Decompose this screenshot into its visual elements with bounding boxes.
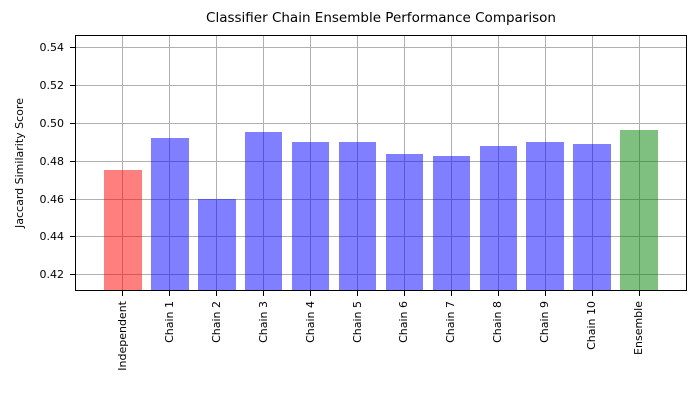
gridline-vertical [216, 36, 218, 290]
y-tick-label: 0.48 [39, 154, 65, 168]
bar-chain-3 [244, 132, 283, 290]
x-tick-mark [450, 291, 452, 296]
bar-independent [104, 169, 142, 290]
x-tick-label-ensemble: Ensemble [632, 301, 646, 355]
bar-chain-7 [432, 155, 471, 290]
x-tick-label-chain-3: Chain 3 [256, 301, 270, 343]
x-tick-mark [638, 291, 640, 296]
x-tick-label-chain-10: Chain 10 [585, 301, 599, 350]
bar-chain-4 [291, 141, 330, 290]
y-tick-mark [70, 198, 75, 200]
y-tick-mark [70, 46, 75, 48]
x-tick-mark [357, 291, 359, 296]
gridline-horizontal [76, 160, 686, 162]
x-tick-label-chain-7: Chain 7 [444, 301, 458, 343]
x-tick-mark [216, 291, 218, 296]
gridline-horizontal [76, 198, 686, 200]
x-tick-label-chain-9: Chain 9 [538, 301, 552, 343]
x-tick-mark [169, 291, 171, 296]
bar-chain-10 [573, 144, 611, 290]
gridline-horizontal [76, 122, 686, 124]
y-tick-label: 0.50 [39, 116, 65, 130]
x-tick-label-chain-2: Chain 2 [209, 301, 223, 343]
gridline-horizontal [76, 274, 686, 276]
x-tick-label-chain-5: Chain 5 [350, 301, 364, 343]
gridline-horizontal [76, 236, 686, 238]
y-tick-label: 0.42 [39, 268, 65, 282]
bar-chain-9 [526, 141, 564, 290]
x-tick-mark [497, 291, 499, 296]
y-tick-label: 0.44 [39, 230, 65, 244]
x-tick-mark [403, 291, 405, 296]
y-tick-mark [70, 122, 75, 124]
x-tick-mark [263, 291, 265, 296]
x-tick-mark [544, 291, 546, 296]
x-tick-mark [122, 291, 124, 296]
x-tick-label-chain-4: Chain 4 [303, 301, 317, 343]
x-tick-label-chain-6: Chain 6 [397, 301, 411, 343]
gridline-horizontal [76, 46, 686, 48]
y-tick-label: 0.52 [39, 78, 65, 92]
plot-area [75, 35, 687, 291]
y-tick-mark [70, 236, 75, 238]
bar-ensemble [620, 130, 658, 290]
y-tick-label: 0.46 [39, 192, 65, 206]
bar-chain-8 [479, 145, 518, 290]
gridline-vertical [122, 36, 124, 290]
bar-chain-5 [338, 141, 377, 290]
y-tick-mark [70, 160, 75, 162]
bar-chain-1 [151, 138, 189, 290]
y-tick-mark [70, 84, 75, 86]
y-tick-mark [70, 274, 75, 276]
x-tick-mark [591, 291, 593, 296]
x-tick-label-chain-8: Chain 8 [491, 301, 505, 343]
chart-title: Classifier Chain Ensemble Performance Co… [206, 10, 556, 26]
gridline-horizontal [76, 84, 686, 86]
y-tick-label: 0.54 [39, 40, 65, 54]
x-tick-label-chain-1: Chain 1 [162, 301, 176, 343]
bar-chain-6 [385, 154, 424, 290]
bar-chain-2 [198, 199, 236, 290]
x-tick-label-independent: Independent [115, 301, 129, 371]
x-tick-mark [310, 291, 312, 296]
